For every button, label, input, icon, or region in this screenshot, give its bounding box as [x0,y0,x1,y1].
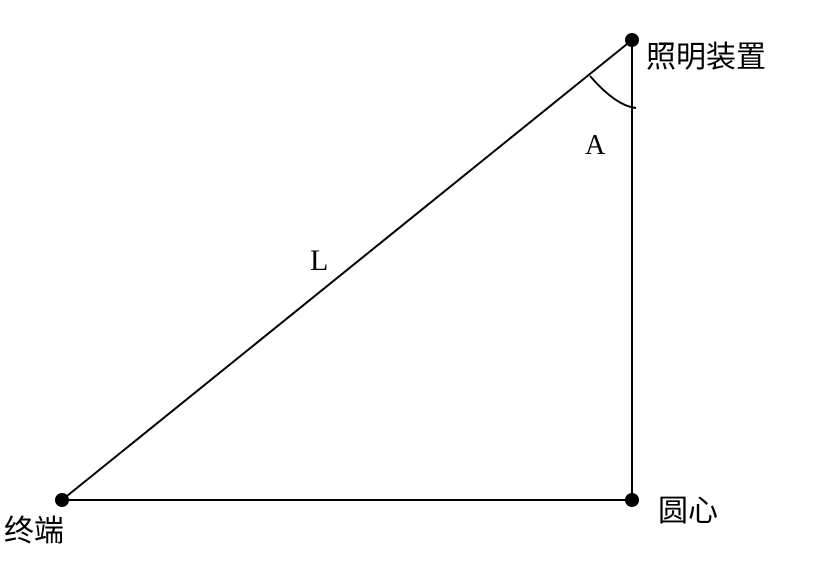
angle-label: A [585,130,605,162]
vertex-label-left: 终端 [4,506,64,550]
hypotenuse-label: L [310,244,328,278]
diagram-canvas: 照明装置 圆心 终端 A L [0,0,823,563]
vertex-label-top: 照明装置 [646,32,766,76]
vertex-label-right: 圆心 [658,486,718,530]
geometry-svg [0,0,823,563]
